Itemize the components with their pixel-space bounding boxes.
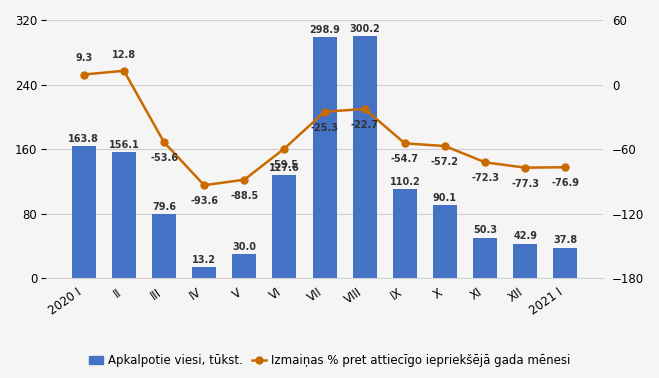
Bar [272, 175, 297, 278]
Text: 30.0: 30.0 [232, 242, 256, 251]
Text: -72.3: -72.3 [471, 174, 499, 183]
Text: 90.1: 90.1 [433, 193, 457, 203]
Text: -76.9: -76.9 [552, 178, 579, 188]
Text: -22.7: -22.7 [351, 120, 379, 130]
Izmaiņas % pret attiecīgo iepriekšējā gada mēnesi [160, 140, 168, 144]
Izmaiņas % pret attiecīgo iepriekšējā gada mēnesi [281, 146, 289, 151]
Text: 42.9: 42.9 [513, 231, 537, 241]
Izmaiņas % pret attiecīgo iepriekšējā gada mēnesi [120, 68, 128, 73]
Text: 300.2: 300.2 [349, 23, 380, 34]
Izmaiņas % pret attiecīgo iepriekšējā gada mēnesi [241, 177, 248, 182]
Bar [112, 152, 136, 278]
Izmaiņas % pret attiecīgo iepriekšējā gada mēnesi [80, 72, 88, 77]
Izmaiņas % pret attiecīgo iepriekšējā gada mēnesi [561, 165, 569, 169]
Bar [192, 268, 216, 278]
Text: 12.8: 12.8 [112, 50, 136, 60]
Text: -54.7: -54.7 [391, 155, 419, 164]
Bar [312, 37, 337, 278]
Text: -25.3: -25.3 [310, 123, 339, 133]
Text: 110.2: 110.2 [389, 177, 420, 187]
Izmaiņas % pret attiecīgo iepriekšējā gada mēnesi [401, 141, 409, 146]
Text: 156.1: 156.1 [109, 140, 139, 150]
Bar [473, 237, 497, 278]
Text: 127.6: 127.6 [269, 163, 300, 173]
Text: -53.6: -53.6 [150, 153, 178, 163]
Text: -93.6: -93.6 [190, 196, 218, 206]
Legend: Apkalpotie viesi, tūkst., Izmaiņas % pret attiecīgo iepriekšējā gada mēnesi: Apkalpotie viesi, tūkst., Izmaiņas % pre… [84, 350, 575, 372]
Izmaiņas % pret attiecīgo iepriekšējā gada mēnesi [321, 110, 329, 114]
Bar [513, 243, 537, 278]
Line: Izmaiņas % pret attiecīgo iepriekšējā gada mēnesi: Izmaiņas % pret attiecīgo iepriekšējā ga… [80, 67, 569, 189]
Bar [554, 248, 577, 278]
Text: 79.6: 79.6 [152, 201, 176, 212]
Bar [232, 254, 256, 278]
Bar [433, 206, 457, 278]
Text: 163.8: 163.8 [69, 133, 99, 144]
Izmaiņas % pret attiecīgo iepriekšējā gada mēnesi [200, 183, 208, 187]
Text: -77.3: -77.3 [511, 179, 539, 189]
Text: -59.5: -59.5 [270, 160, 299, 170]
Text: -57.2: -57.2 [431, 157, 459, 167]
Text: 9.3: 9.3 [75, 53, 92, 64]
Izmaiņas % pret attiecīgo iepriekšējā gada mēnesi [521, 166, 529, 170]
Text: 50.3: 50.3 [473, 225, 497, 235]
Text: 13.2: 13.2 [192, 255, 216, 265]
Text: 298.9: 298.9 [309, 25, 340, 35]
Izmaiņas % pret attiecīgo iepriekšējā gada mēnesi [481, 160, 489, 164]
Bar [72, 146, 96, 278]
Text: -88.5: -88.5 [230, 191, 258, 201]
Izmaiņas % pret attiecīgo iepriekšējā gada mēnesi [441, 144, 449, 148]
Izmaiņas % pret attiecīgo iepriekšējā gada mēnesi [360, 107, 368, 111]
Bar [152, 214, 176, 278]
Bar [353, 36, 377, 278]
Text: 37.8: 37.8 [554, 235, 577, 245]
Bar [393, 189, 417, 278]
